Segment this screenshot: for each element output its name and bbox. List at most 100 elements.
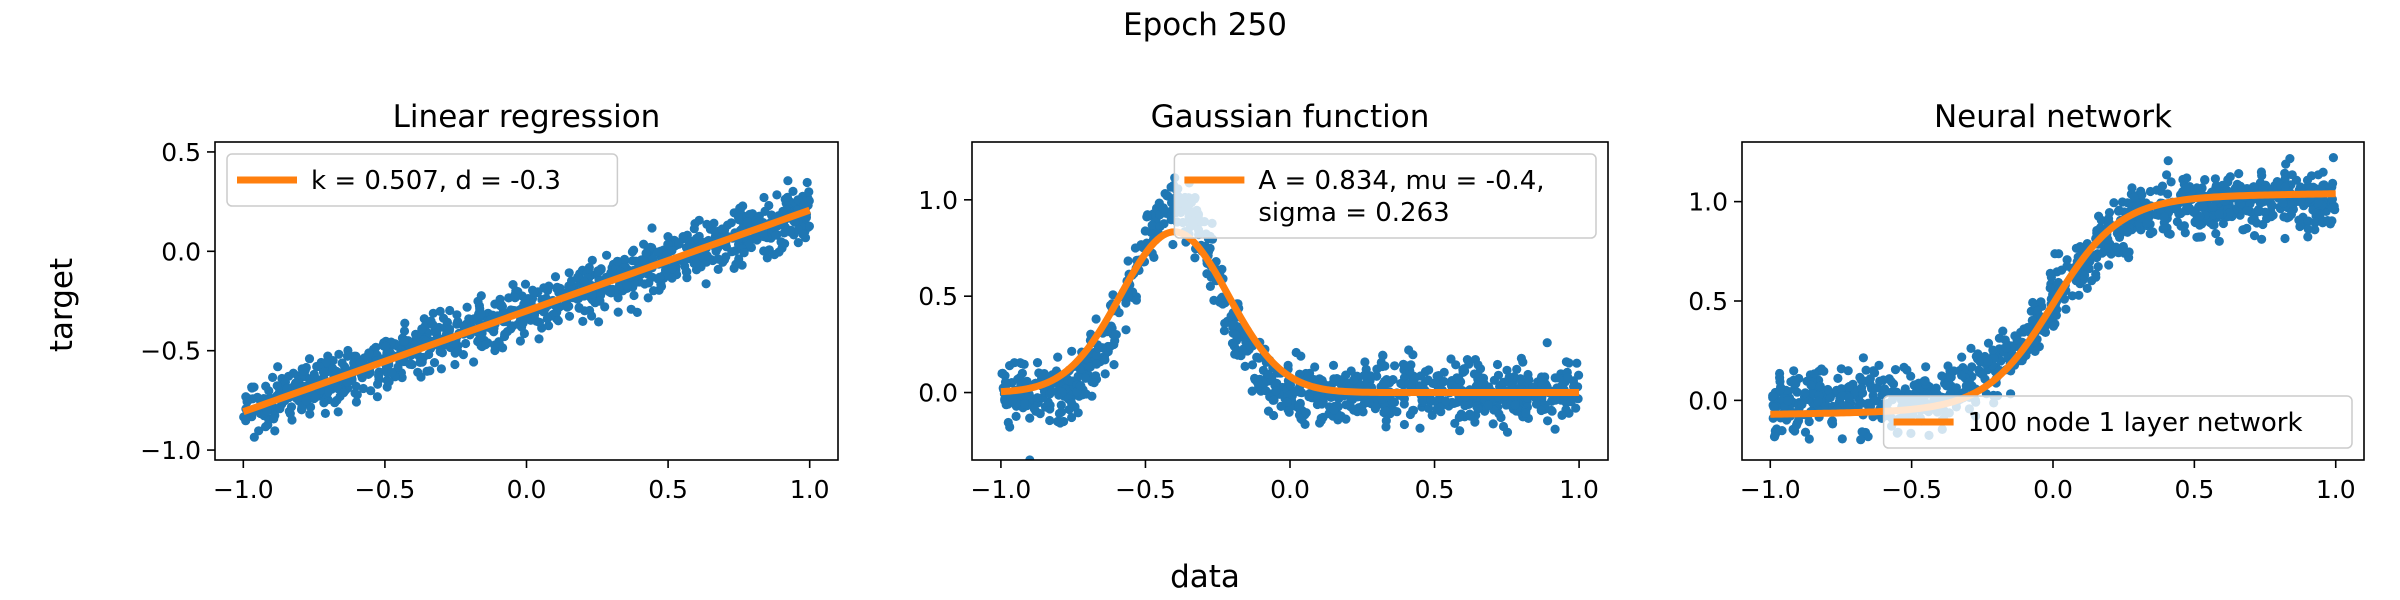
y-tick-label: −1.0 <box>140 436 201 465</box>
data-point <box>1899 362 1909 372</box>
data-point <box>648 254 658 264</box>
data-point <box>1420 367 1431 377</box>
data-point <box>1524 375 1534 385</box>
data-point <box>1937 371 1947 381</box>
data-point <box>804 187 814 197</box>
fit-line <box>1000 228 1580 397</box>
data-point <box>1966 343 1976 353</box>
data-point <box>372 392 382 402</box>
data-point <box>1800 427 1811 437</box>
data-point <box>2224 208 2235 218</box>
data-point <box>1269 395 1279 405</box>
data-point <box>435 346 445 356</box>
data-point <box>552 283 562 294</box>
data-point <box>1806 380 1816 390</box>
data-point <box>425 366 435 376</box>
data-point <box>2245 199 2255 209</box>
data-point <box>731 259 741 269</box>
data-point <box>1295 369 1305 379</box>
data-point <box>2302 175 2313 185</box>
data-point <box>2143 211 2153 221</box>
data-point <box>273 362 283 372</box>
data-point <box>689 224 699 234</box>
data-point <box>643 293 653 303</box>
data-point <box>1988 345 1998 355</box>
data-point <box>778 206 788 216</box>
data-point <box>1032 358 1043 368</box>
data-point <box>1399 419 1409 430</box>
panel-title: Linear regression <box>393 99 661 135</box>
data-point <box>2061 304 2071 314</box>
data-point <box>2208 220 2218 230</box>
data-point <box>1220 318 1230 328</box>
data-point <box>529 287 539 297</box>
data-point <box>319 398 329 408</box>
data-point <box>2048 321 2059 331</box>
data-point <box>1290 387 1300 397</box>
data-point <box>459 321 469 331</box>
data-point <box>2129 192 2139 202</box>
data-point <box>1100 369 1110 379</box>
data-point <box>2111 242 2121 252</box>
data-point <box>1054 408 1064 419</box>
data-point <box>355 358 365 368</box>
data-point <box>2109 198 2119 208</box>
data-point <box>2294 215 2304 225</box>
data-point <box>1316 415 1326 426</box>
data-point <box>1073 408 1083 418</box>
data-point <box>1005 361 1015 371</box>
data-point <box>772 190 782 200</box>
data-point <box>793 195 803 205</box>
data-point <box>2253 207 2263 217</box>
data-point <box>2000 335 2010 345</box>
data-point <box>1504 372 1514 382</box>
data-point <box>442 317 452 327</box>
data-point <box>655 272 665 282</box>
data-point <box>2279 212 2289 222</box>
data-point <box>1147 220 1157 230</box>
data-point <box>1775 373 1785 383</box>
data-point <box>1415 423 1425 433</box>
data-point <box>2249 182 2259 192</box>
data-point <box>1920 376 1930 386</box>
data-point <box>1556 382 1566 392</box>
data-point <box>2027 315 2037 326</box>
data-point <box>1493 370 1504 380</box>
data-point <box>1345 402 1356 412</box>
data-point <box>2189 207 2199 217</box>
data-point <box>1512 364 1522 374</box>
data-point <box>2159 212 2169 222</box>
data-point <box>2045 268 2055 278</box>
data-point <box>1875 376 1885 386</box>
data-point <box>764 245 774 255</box>
data-point <box>602 250 612 260</box>
x-tick-label: −0.5 <box>355 475 416 504</box>
data-point <box>1008 396 1018 406</box>
data-point <box>435 306 445 316</box>
data-point <box>342 377 352 387</box>
data-point <box>762 253 772 263</box>
data-point <box>1396 378 1406 389</box>
data-point <box>1402 361 1412 371</box>
data-point <box>612 256 623 266</box>
fit-line <box>242 206 811 416</box>
data-point <box>721 242 732 252</box>
data-point <box>782 192 793 202</box>
data-point <box>1390 361 1400 371</box>
data-point <box>793 238 803 248</box>
data-point <box>578 316 588 326</box>
data-point <box>1844 392 1854 403</box>
data-point <box>1123 256 1133 266</box>
data-point <box>1890 365 1901 375</box>
data-point <box>2323 216 2333 226</box>
data-point <box>1309 375 1319 385</box>
data-point <box>1836 364 1846 374</box>
data-point <box>681 267 691 277</box>
panel-1: Linear regression −1.0 −0.5 0.0 0.5 1.0 −1.0 −0… <box>140 99 839 504</box>
data-point <box>1389 397 1400 407</box>
data-point <box>358 383 368 394</box>
data-point <box>1473 404 1483 414</box>
data-point <box>2234 169 2244 179</box>
x-tick-label: 0.5 <box>2174 475 2214 504</box>
